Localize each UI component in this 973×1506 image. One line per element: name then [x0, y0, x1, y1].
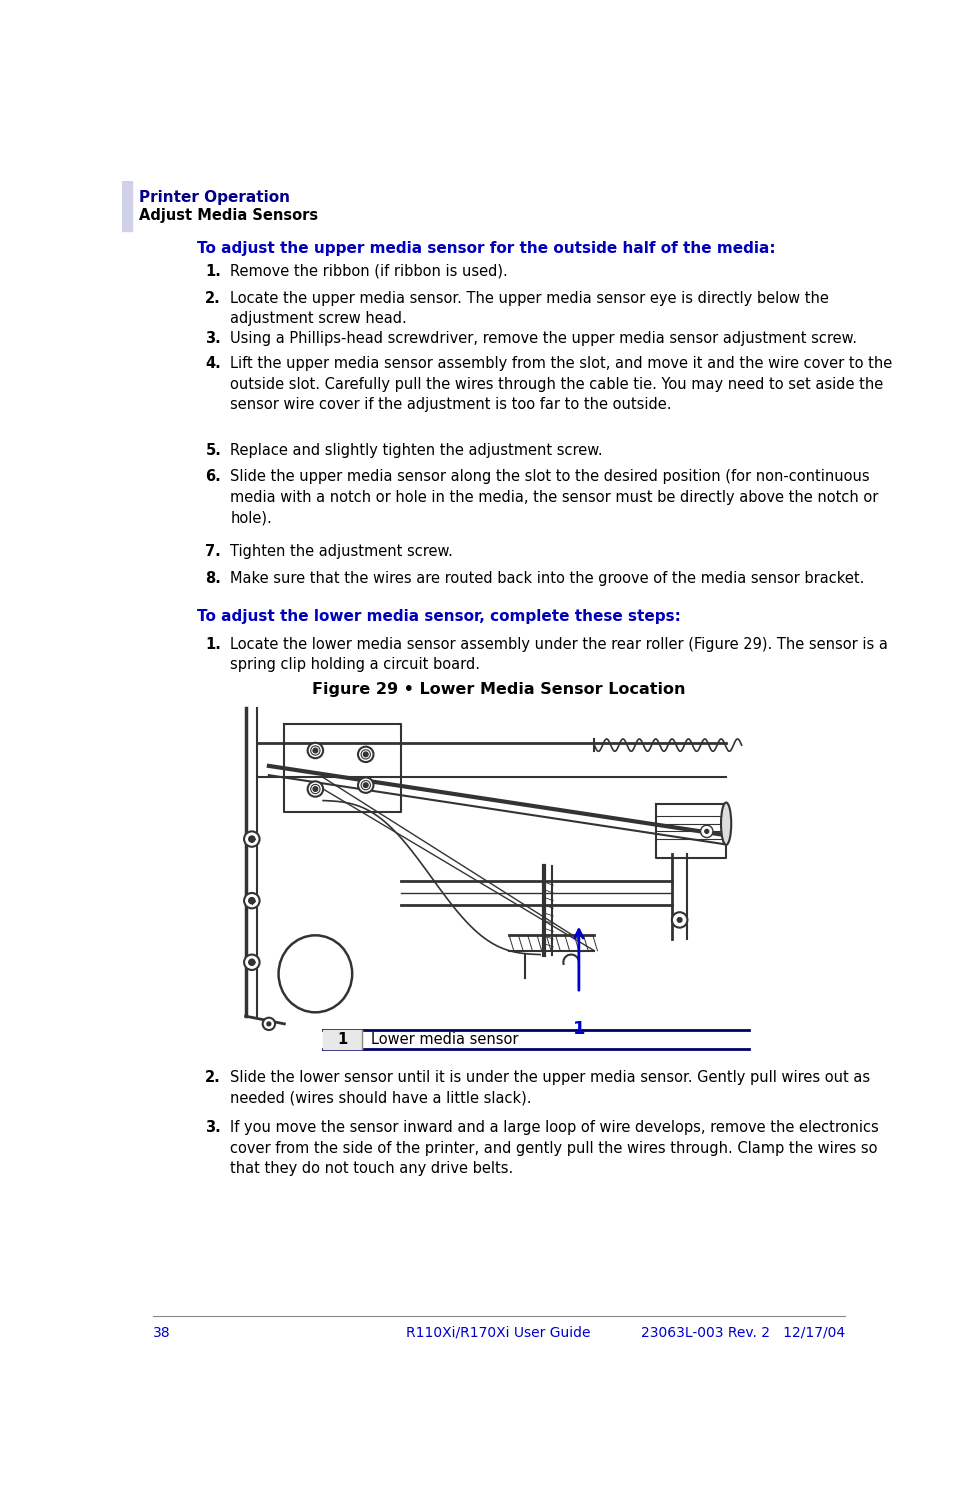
- Text: 1: 1: [573, 1020, 585, 1038]
- Text: 2.: 2.: [205, 1071, 221, 1084]
- Text: Remove the ribbon (if ribbon is used).: Remove the ribbon (if ribbon is used).: [231, 264, 508, 279]
- Circle shape: [313, 786, 318, 791]
- Text: 4.: 4.: [205, 357, 221, 372]
- Text: Figure 29 • Lower Media Sensor Location: Figure 29 • Lower Media Sensor Location: [311, 682, 685, 697]
- Circle shape: [677, 917, 682, 922]
- Text: Slide the lower sensor until it is under the upper media sensor. Gently pull wir: Slide the lower sensor until it is under…: [231, 1071, 870, 1105]
- Ellipse shape: [721, 803, 732, 845]
- Circle shape: [249, 836, 255, 842]
- Text: Slide the upper media sensor along the slot to the desired position (for non-con: Slide the upper media sensor along the s…: [231, 470, 879, 526]
- Text: 1.: 1.: [205, 264, 221, 279]
- Circle shape: [364, 783, 368, 788]
- Circle shape: [704, 830, 708, 833]
- Bar: [122, 181, 132, 230]
- Circle shape: [310, 785, 320, 794]
- Circle shape: [361, 750, 371, 759]
- Ellipse shape: [278, 935, 352, 1012]
- Text: To adjust the upper media sensor for the outside half of the media:: To adjust the upper media sensor for the…: [197, 241, 775, 256]
- Circle shape: [358, 747, 374, 762]
- Circle shape: [307, 742, 323, 758]
- Text: 23063L-003 Rev. 2   12/17/04: 23063L-003 Rev. 2 12/17/04: [640, 1325, 845, 1340]
- Circle shape: [244, 893, 260, 908]
- Text: If you move the sensor inward and a large loop of wire develops, remove the elec: If you move the sensor inward and a larg…: [231, 1120, 879, 1176]
- Text: 1: 1: [338, 1032, 347, 1047]
- Text: 3.: 3.: [205, 331, 221, 346]
- Text: Lower media sensor: Lower media sensor: [371, 1032, 519, 1047]
- Circle shape: [358, 777, 374, 792]
- Circle shape: [310, 745, 320, 755]
- Text: 2.: 2.: [205, 291, 221, 306]
- Text: 7.: 7.: [205, 544, 221, 559]
- Text: Locate the upper media sensor. The upper media sensor eye is directly below the
: Locate the upper media sensor. The upper…: [231, 291, 829, 327]
- Circle shape: [361, 780, 371, 789]
- Text: Lift the upper media sensor assembly from the slot, and move it and the wire cov: Lift the upper media sensor assembly fro…: [231, 357, 892, 413]
- Circle shape: [263, 1018, 275, 1030]
- Circle shape: [249, 898, 255, 904]
- Text: 8.: 8.: [205, 571, 221, 586]
- Circle shape: [249, 959, 255, 965]
- Text: 3.: 3.: [205, 1120, 221, 1136]
- Circle shape: [672, 913, 687, 928]
- Text: R110Xi/R170Xi User Guide: R110Xi/R170Xi User Guide: [406, 1325, 591, 1340]
- Circle shape: [244, 955, 260, 970]
- Text: Make sure that the wires are routed back into the groove of the media sensor bra: Make sure that the wires are routed back…: [231, 571, 864, 586]
- Circle shape: [701, 825, 713, 837]
- Text: 6.: 6.: [205, 470, 221, 485]
- Circle shape: [244, 831, 260, 846]
- Text: Replace and slightly tighten the adjustment screw.: Replace and slightly tighten the adjustm…: [231, 443, 602, 458]
- Circle shape: [364, 751, 368, 756]
- Text: 38: 38: [153, 1325, 170, 1340]
- Text: To adjust the lower media sensor, complete these steps:: To adjust the lower media sensor, comple…: [197, 608, 681, 623]
- Text: Printer Operation: Printer Operation: [139, 190, 290, 205]
- Text: Locate the lower media sensor assembly under the rear roller (Figure 29). The se: Locate the lower media sensor assembly u…: [231, 637, 888, 672]
- Circle shape: [307, 782, 323, 797]
- Text: 5.: 5.: [205, 443, 221, 458]
- Text: 1.: 1.: [205, 637, 221, 652]
- Text: Using a Phillips-head screwdriver, remove the upper media sensor adjustment scre: Using a Phillips-head screwdriver, remov…: [231, 331, 857, 346]
- Bar: [323, 1030, 362, 1050]
- Text: Adjust Media Sensors: Adjust Media Sensors: [139, 208, 318, 223]
- Text: Tighten the adjustment screw.: Tighten the adjustment screw.: [231, 544, 453, 559]
- Circle shape: [313, 748, 318, 753]
- Circle shape: [267, 1023, 270, 1026]
